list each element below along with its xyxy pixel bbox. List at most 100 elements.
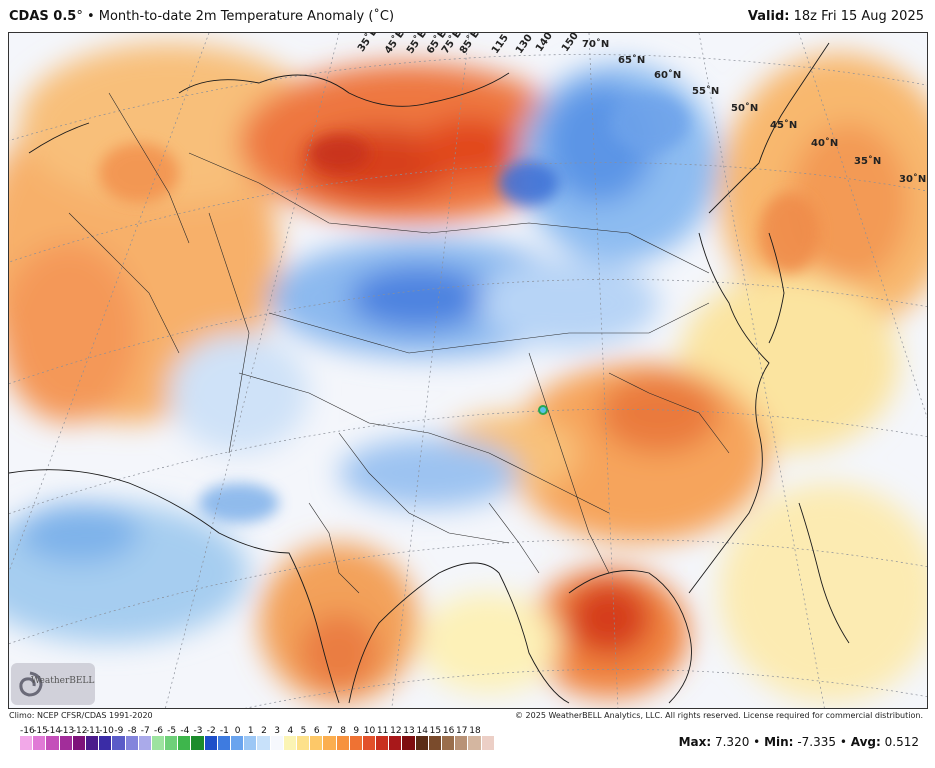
colorbar-tick-label: 9 <box>353 726 360 736</box>
colorbar-cell <box>125 736 139 750</box>
anomaly-detail <box>99 93 819 523</box>
colorbar-cell <box>481 736 495 750</box>
colorbar-cell <box>191 736 205 750</box>
colorbar-cell <box>112 736 126 750</box>
colorbar-tick-label: -2 <box>206 726 216 736</box>
min-label: Min: <box>764 735 794 749</box>
stats-bullet: • <box>753 735 761 749</box>
product-title: Month-to-date 2m Temperature Anomaly (˚C… <box>98 9 395 24</box>
colorbar-tick-label: 14 <box>416 726 428 736</box>
colorbar-cell <box>204 736 218 750</box>
graticule <box>9 33 927 708</box>
logo-text: WeatherBELL <box>31 676 95 686</box>
colorbar-cell <box>296 736 311 750</box>
colorbar-cell <box>46 736 60 750</box>
logo-swirl-icon <box>19 671 43 697</box>
climo-note: Climo: NCEP CFSR/CDAS 1991-2020 <box>9 711 153 720</box>
stats-bullet: • <box>839 735 847 749</box>
colorbar-cell <box>376 736 390 750</box>
colorbar-cell <box>283 736 297 750</box>
valid-value: 18z Fri 15 Aug 2025 <box>793 9 924 24</box>
max-value: 7.320 <box>714 735 750 749</box>
colorbar-tick-label: -6 <box>153 726 163 736</box>
lat-label-40n: 40˚N <box>811 138 839 149</box>
colorbar-ticks: -16 -15 -14 -13 -12 -11 -10 -9 -8 -7 -6 -5 -4 -3 -2 -1 0… <box>20 726 482 736</box>
colorbar-tick-label: 7 <box>327 726 333 736</box>
colorbar-tick-label: 4 <box>287 726 294 736</box>
title-separator: • <box>86 9 95 24</box>
colorbar-cell <box>323 736 337 750</box>
colorbar-tick-label: -15 <box>33 726 48 736</box>
colorbar-tick-label: -12 <box>72 726 88 736</box>
colorbar-tick-label: -16 <box>20 726 35 736</box>
colorbar-cell <box>415 736 429 750</box>
lat-label-45n: 45˚N <box>770 120 798 131</box>
colorbar <box>20 736 495 750</box>
colorbar-tick-label: -1 <box>219 726 229 736</box>
colorbar-cell <box>165 736 179 750</box>
colorbar-cell <box>33 736 47 750</box>
colorbar-tick-label: -14 <box>46 726 62 736</box>
colorbar-tick-label: -10 <box>99 726 114 736</box>
weatherbell-logo: WeatherBELL <box>11 663 95 705</box>
lat-label-60n: 60˚N <box>654 70 682 81</box>
colorbar-tick-label: 13 <box>403 726 415 736</box>
colorbar-tick-label: -9 <box>114 726 124 736</box>
colorbar-cell <box>138 736 152 750</box>
colorbar-cell <box>178 736 192 750</box>
colorbar-tick-label: 12 <box>390 726 402 736</box>
colorbar-tick-label: 8 <box>340 726 346 736</box>
colorbar-cell <box>349 736 363 750</box>
colorbar-tick-label: -5 <box>167 726 177 736</box>
lat-label-30n: 30˚N <box>899 174 927 185</box>
colorbar-cell <box>336 736 350 750</box>
title-bar: CDAS 0.5° • Month-to-date 2m Temperature… <box>9 9 394 24</box>
field-stats: Max: 7.320 • Min: -7.335 • Avg: 0.512 <box>679 735 919 749</box>
anomaly-map: 70˚N 65˚N 60˚N 55˚N 50˚N 45˚N 40˚N 35˚N … <box>8 32 928 709</box>
colorbar-tick-label: 15 <box>429 726 442 736</box>
avg-value: 0.512 <box>884 735 919 749</box>
colorbar-tick-label: 16 <box>442 726 455 736</box>
colorbar-cell <box>20 736 34 750</box>
colorbar-cell <box>362 736 377 750</box>
colorbar-tick-label: -8 <box>127 726 137 736</box>
valid-label: Valid: <box>747 9 790 24</box>
colorbar-tick-label: -11 <box>85 726 101 736</box>
colorbar-cell <box>455 736 469 750</box>
colorbar-tick-label: 11 <box>376 726 389 736</box>
lat-label-70n: 70˚N <box>582 39 610 50</box>
avg-label: Avg: <box>850 735 881 749</box>
colorbar-cell <box>442 736 456 750</box>
colorbar-cell <box>72 736 86 750</box>
colorbar-tick-label: 5 <box>300 726 307 736</box>
colorbar-tick-label: 1 <box>247 726 254 736</box>
borders <box>68 92 730 594</box>
coastlines <box>9 42 850 704</box>
colorbar-tick-label: -4 <box>180 726 190 736</box>
colorbar-cell <box>310 736 324 750</box>
lat-label-50n: 50˚N <box>731 103 759 114</box>
model-name: CDAS 0.5 <box>9 9 77 24</box>
colorbar-tick-label: 6 <box>313 726 320 736</box>
lat-label-65n: 65˚N <box>618 55 646 66</box>
colorbar-cell <box>389 736 403 750</box>
valid-time: Valid: 18z Fri 15 Aug 2025 <box>748 9 924 24</box>
min-value: -7.335 <box>797 735 836 749</box>
copyright-note: © 2025 WeatherBELL Analytics, LLC. All r… <box>515 711 923 720</box>
colorbar-tick-label: -3 <box>193 726 203 736</box>
colorbar-cell <box>428 736 442 750</box>
max-label: Max: <box>678 735 712 749</box>
colorbar-cell <box>99 736 113 750</box>
small-anomaly-spot <box>538 405 548 415</box>
colorbar-cell <box>270 736 284 750</box>
header: CDAS 0.5° • Month-to-date 2m Temperature… <box>0 0 935 32</box>
colorbar-cell <box>468 736 482 750</box>
colorbar-tick-label: 10 <box>363 726 376 736</box>
model-degree: ° <box>76 9 83 24</box>
colorbar-cell <box>217 736 231 750</box>
colorbar-tick-label: 17 <box>456 726 468 736</box>
lat-label-55n: 55˚N <box>692 86 720 97</box>
colorbar-cell <box>231 736 245 750</box>
colorbar-cell <box>59 736 73 750</box>
colorbar-tick-label: 0 <box>234 726 241 736</box>
